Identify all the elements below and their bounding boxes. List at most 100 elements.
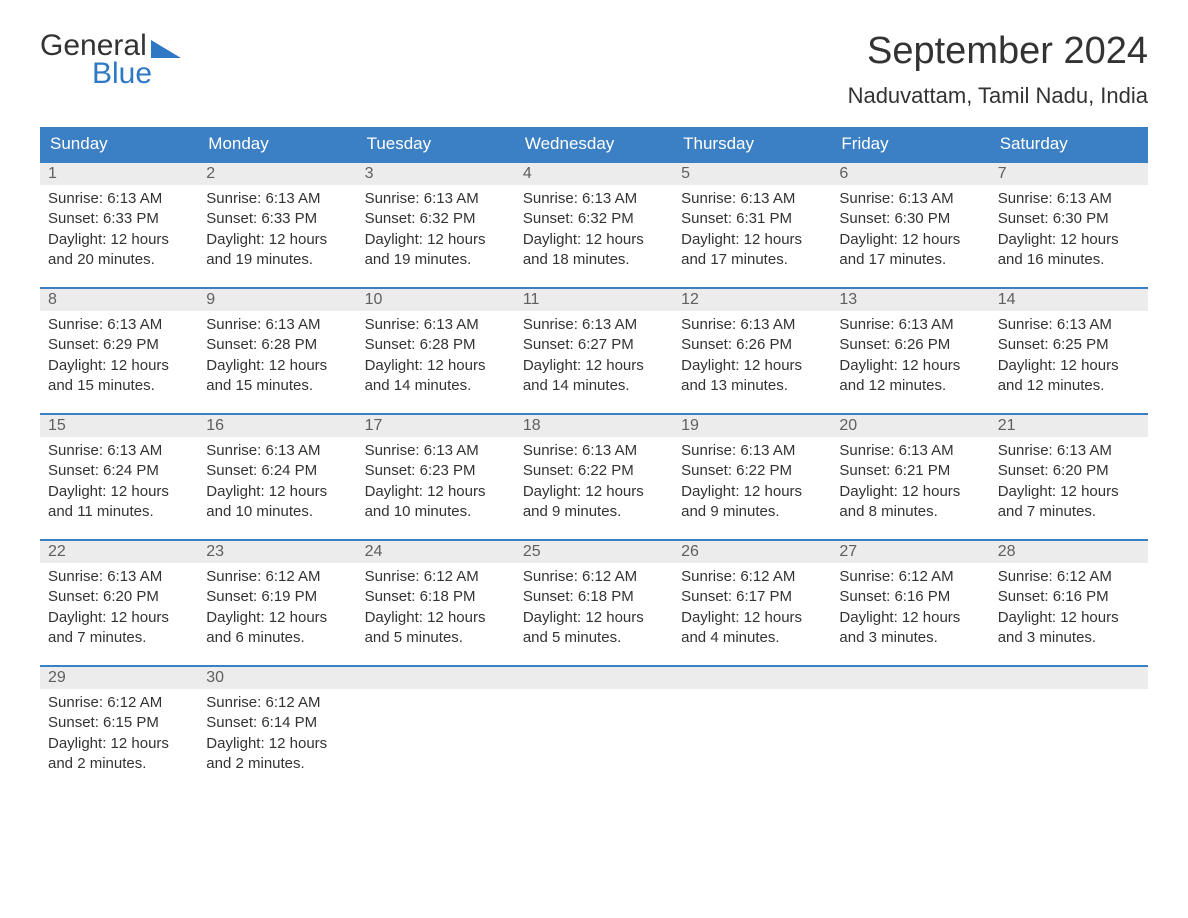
day-details: Sunrise: 6:13 AMSunset: 6:24 PMDaylight:…	[198, 437, 356, 530]
sunrise-line: Sunrise: 6:13 AM	[48, 567, 190, 587]
weekday-sunday: Sunday	[40, 127, 198, 161]
daylight-line: Daylight: 12 hours and 13 minutes.	[681, 356, 823, 397]
calendar-row: 8Sunrise: 6:13 AMSunset: 6:29 PMDaylight…	[40, 287, 1148, 413]
day-number: 17	[357, 413, 515, 437]
calendar-row: 29Sunrise: 6:12 AMSunset: 6:15 PMDayligh…	[40, 665, 1148, 791]
day-number: 3	[357, 161, 515, 185]
logo: General Blue	[40, 30, 181, 89]
sunset-line: Sunset: 6:14 PM	[206, 713, 348, 733]
sunset-line: Sunset: 6:24 PM	[206, 461, 348, 481]
day-number: 20	[831, 413, 989, 437]
sunset-line: Sunset: 6:21 PM	[839, 461, 981, 481]
day-cell: 11Sunrise: 6:13 AMSunset: 6:27 PMDayligh…	[515, 287, 673, 413]
day-cell: 13Sunrise: 6:13 AMSunset: 6:26 PMDayligh…	[831, 287, 989, 413]
title-block: September 2024 Naduvattam, Tamil Nadu, I…	[848, 30, 1148, 109]
day-cell: 25Sunrise: 6:12 AMSunset: 6:18 PMDayligh…	[515, 539, 673, 665]
day-details: Sunrise: 6:13 AMSunset: 6:20 PMDaylight:…	[40, 563, 198, 656]
weekday-wednesday: Wednesday	[515, 127, 673, 161]
sunset-line: Sunset: 6:32 PM	[523, 209, 665, 229]
sunset-line: Sunset: 6:30 PM	[998, 209, 1140, 229]
daylight-line: Daylight: 12 hours and 17 minutes.	[839, 230, 981, 271]
sunset-line: Sunset: 6:33 PM	[48, 209, 190, 229]
sunset-line: Sunset: 6:18 PM	[523, 587, 665, 607]
sunrise-line: Sunrise: 6:13 AM	[681, 315, 823, 335]
sunrise-line: Sunrise: 6:13 AM	[998, 189, 1140, 209]
day-cell: 24Sunrise: 6:12 AMSunset: 6:18 PMDayligh…	[357, 539, 515, 665]
sunrise-line: Sunrise: 6:12 AM	[681, 567, 823, 587]
day-cell: 16Sunrise: 6:13 AMSunset: 6:24 PMDayligh…	[198, 413, 356, 539]
month-title: September 2024	[848, 30, 1148, 73]
day-number	[673, 665, 831, 689]
day-details: Sunrise: 6:13 AMSunset: 6:20 PMDaylight:…	[990, 437, 1148, 530]
sunrise-line: Sunrise: 6:13 AM	[998, 441, 1140, 461]
day-number: 14	[990, 287, 1148, 311]
sunset-line: Sunset: 6:32 PM	[365, 209, 507, 229]
day-details: Sunrise: 6:13 AMSunset: 6:25 PMDaylight:…	[990, 311, 1148, 404]
location: Naduvattam, Tamil Nadu, India	[848, 83, 1148, 109]
logo-triangle-icon	[151, 40, 181, 58]
sunrise-line: Sunrise: 6:12 AM	[839, 567, 981, 587]
day-cell: 12Sunrise: 6:13 AMSunset: 6:26 PMDayligh…	[673, 287, 831, 413]
weekday-monday: Monday	[198, 127, 356, 161]
daylight-line: Daylight: 12 hours and 5 minutes.	[365, 608, 507, 649]
header: General Blue September 2024 Naduvattam, …	[40, 30, 1148, 109]
sunrise-line: Sunrise: 6:12 AM	[998, 567, 1140, 587]
daylight-line: Daylight: 12 hours and 12 minutes.	[839, 356, 981, 397]
day-cell: 26Sunrise: 6:12 AMSunset: 6:17 PMDayligh…	[673, 539, 831, 665]
daylight-line: Daylight: 12 hours and 15 minutes.	[48, 356, 190, 397]
sunrise-line: Sunrise: 6:13 AM	[681, 441, 823, 461]
sunset-line: Sunset: 6:16 PM	[998, 587, 1140, 607]
sunrise-line: Sunrise: 6:13 AM	[998, 315, 1140, 335]
daylight-line: Daylight: 12 hours and 18 minutes.	[523, 230, 665, 271]
day-details: Sunrise: 6:12 AMSunset: 6:18 PMDaylight:…	[515, 563, 673, 656]
sunset-line: Sunset: 6:26 PM	[839, 335, 981, 355]
day-cell: 5Sunrise: 6:13 AMSunset: 6:31 PMDaylight…	[673, 161, 831, 287]
day-cell: 7Sunrise: 6:13 AMSunset: 6:30 PMDaylight…	[990, 161, 1148, 287]
day-number: 5	[673, 161, 831, 185]
day-number: 13	[831, 287, 989, 311]
sunrise-line: Sunrise: 6:13 AM	[48, 441, 190, 461]
day-number: 9	[198, 287, 356, 311]
calendar-row: 15Sunrise: 6:13 AMSunset: 6:24 PMDayligh…	[40, 413, 1148, 539]
day-details: Sunrise: 6:13 AMSunset: 6:31 PMDaylight:…	[673, 185, 831, 278]
daylight-line: Daylight: 12 hours and 6 minutes.	[206, 608, 348, 649]
day-cell: 30Sunrise: 6:12 AMSunset: 6:14 PMDayligh…	[198, 665, 356, 791]
day-details: Sunrise: 6:13 AMSunset: 6:30 PMDaylight:…	[831, 185, 989, 278]
weekday-header-row: SundayMondayTuesdayWednesdayThursdayFrid…	[40, 127, 1148, 161]
daylight-line: Daylight: 12 hours and 8 minutes.	[839, 482, 981, 523]
day-details: Sunrise: 6:12 AMSunset: 6:17 PMDaylight:…	[673, 563, 831, 656]
weekday-tuesday: Tuesday	[357, 127, 515, 161]
day-cell: 6Sunrise: 6:13 AMSunset: 6:30 PMDaylight…	[831, 161, 989, 287]
daylight-line: Daylight: 12 hours and 10 minutes.	[206, 482, 348, 523]
sunset-line: Sunset: 6:18 PM	[365, 587, 507, 607]
day-number: 6	[831, 161, 989, 185]
sunrise-line: Sunrise: 6:13 AM	[681, 189, 823, 209]
daylight-line: Daylight: 12 hours and 9 minutes.	[681, 482, 823, 523]
sunset-line: Sunset: 6:16 PM	[839, 587, 981, 607]
daylight-line: Daylight: 12 hours and 20 minutes.	[48, 230, 190, 271]
sunrise-line: Sunrise: 6:13 AM	[206, 189, 348, 209]
empty-cell	[673, 665, 831, 791]
day-cell: 22Sunrise: 6:13 AMSunset: 6:20 PMDayligh…	[40, 539, 198, 665]
sunrise-line: Sunrise: 6:13 AM	[839, 189, 981, 209]
day-cell: 15Sunrise: 6:13 AMSunset: 6:24 PMDayligh…	[40, 413, 198, 539]
sunset-line: Sunset: 6:15 PM	[48, 713, 190, 733]
sunrise-line: Sunrise: 6:13 AM	[365, 441, 507, 461]
daylight-line: Daylight: 12 hours and 7 minutes.	[998, 482, 1140, 523]
day-details: Sunrise: 6:12 AMSunset: 6:14 PMDaylight:…	[198, 689, 356, 782]
day-number: 28	[990, 539, 1148, 563]
empty-cell	[831, 665, 989, 791]
sunset-line: Sunset: 6:31 PM	[681, 209, 823, 229]
day-number: 8	[40, 287, 198, 311]
sunrise-line: Sunrise: 6:13 AM	[48, 315, 190, 335]
sunrise-line: Sunrise: 6:13 AM	[365, 315, 507, 335]
day-number: 7	[990, 161, 1148, 185]
day-details: Sunrise: 6:12 AMSunset: 6:15 PMDaylight:…	[40, 689, 198, 782]
day-cell: 3Sunrise: 6:13 AMSunset: 6:32 PMDaylight…	[357, 161, 515, 287]
day-cell: 28Sunrise: 6:12 AMSunset: 6:16 PMDayligh…	[990, 539, 1148, 665]
day-details: Sunrise: 6:13 AMSunset: 6:26 PMDaylight:…	[831, 311, 989, 404]
day-cell: 27Sunrise: 6:12 AMSunset: 6:16 PMDayligh…	[831, 539, 989, 665]
sunset-line: Sunset: 6:23 PM	[365, 461, 507, 481]
sunset-line: Sunset: 6:17 PM	[681, 587, 823, 607]
empty-cell	[515, 665, 673, 791]
